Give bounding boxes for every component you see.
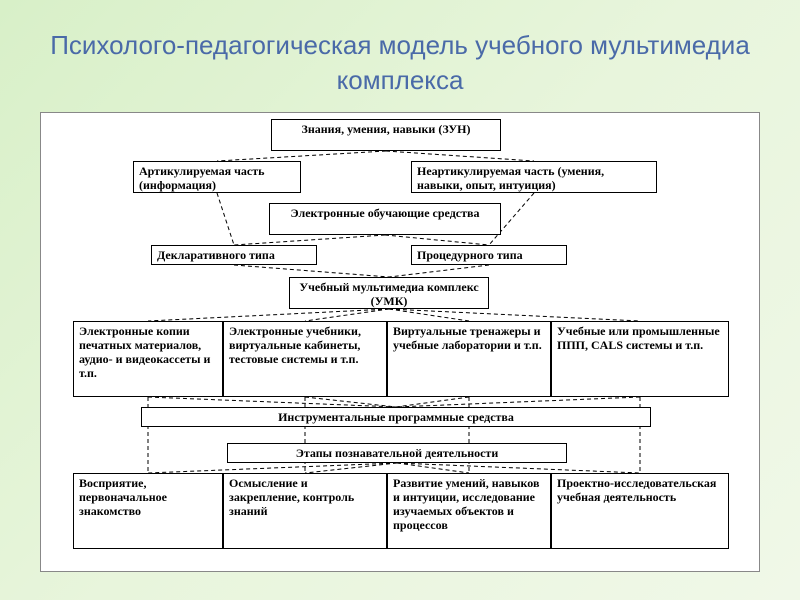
node-zun: Знания, умения, навыки (ЗУН) [271,119,501,151]
node-proc: Процедурного типа [411,245,567,265]
node-eos: Электронные обучающие средства [269,203,501,235]
node-instr: Инструментальные программные средства [141,407,651,427]
node-c3: Виртуальные тренажеры и учебные лаборато… [387,321,551,397]
node-c4: Учебные или промышленные ППП, CALS систе… [551,321,729,397]
node-decl: Декларативного типа [151,245,317,265]
node-s4: Проектно-исследовательская учебная деяте… [551,473,729,549]
node-neartic: Неартикулируемая часть (умения, навыки, … [411,161,657,193]
diagram-panel: Знания, умения, навыки (ЗУН) Артикулируем… [40,112,760,572]
node-s3: Развитие умений, навыков и интуиции, исс… [387,473,551,549]
node-stages: Этапы познавательной деятельности [227,443,567,463]
node-umk: Учебный мультимедиа комплекс (УМК) [289,277,489,309]
node-c1: Электронные копии печатных материалов, а… [73,321,223,397]
node-s2: Осмысление и закрепление, контроль знани… [223,473,387,549]
node-s1: Восприятие, первоначальное знакомство [73,473,223,549]
node-artic: Артикулируемая часть (информация) [133,161,301,193]
page-title: Психолого-педагогическая модель учебного… [0,0,800,112]
node-c2: Электронные учебники, виртуальные кабине… [223,321,387,397]
